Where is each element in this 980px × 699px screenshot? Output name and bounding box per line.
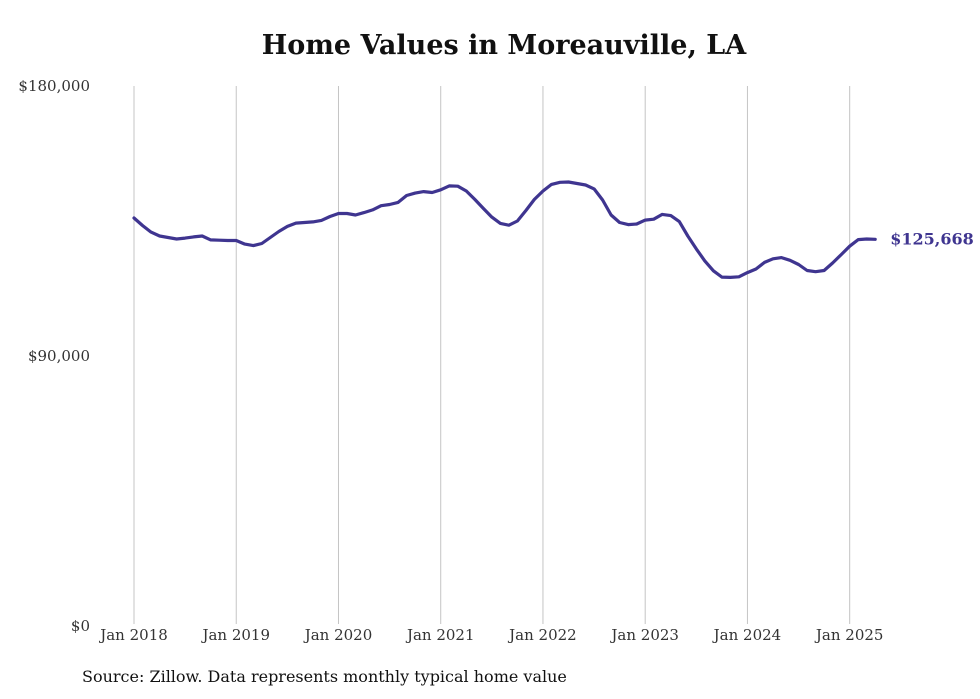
grid-lines (133, 86, 851, 624)
y-axis: $0 $90,000 $180,000 (18, 77, 90, 635)
x-tick-label: Jan 2022 (507, 626, 577, 644)
x-tick-label: Jan 2020 (303, 626, 373, 644)
y-tick-label: $180,000 (18, 77, 90, 95)
line-chart: $0$90,000$180,000 Jan 2018 Jan 2019 Jan 20… (18, 77, 974, 644)
x-tick-label: Jan 2018 (98, 626, 168, 644)
chart-title: Home Values in Moreauville, LA (261, 30, 747, 61)
y-tick-label: $0 (71, 617, 90, 635)
y-tick-label: $90,000 (28, 347, 90, 365)
x-axis: Jan 2018 Jan 2019 Jan 2020 Jan 2021 Jan 2022… (98, 626, 883, 644)
last-value-label: $125,668 (890, 229, 974, 248)
x-tick-label: Jan 2023 (609, 626, 679, 644)
x-tick-label: Jan 2025 (814, 626, 884, 644)
source-note: Source: Zillow. Data represents monthly … (82, 667, 567, 686)
x-tick-label: Jan 2019 (200, 626, 270, 644)
x-tick-label: Jan 2021 (405, 626, 475, 644)
series-line (132, 180, 877, 279)
x-tick-label: Jan 2024 (712, 626, 782, 644)
